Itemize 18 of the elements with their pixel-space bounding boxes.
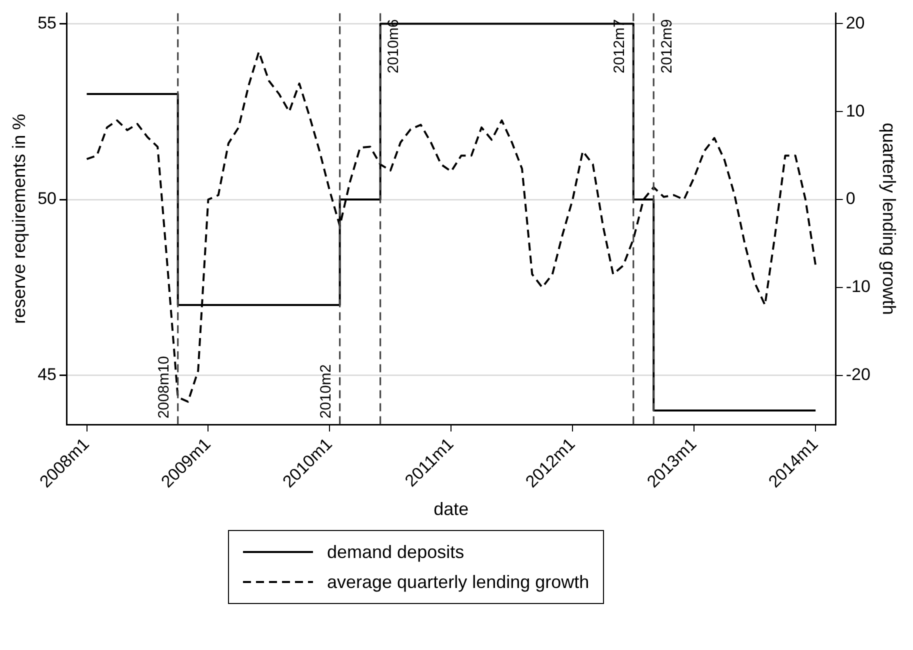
legend-label: demand deposits — [327, 542, 464, 562]
ref-line-label: 2010m6 — [384, 19, 402, 74]
y-tick-label: 55 — [38, 13, 57, 32]
ref-line-label: 2010m2 — [317, 364, 334, 419]
y-axis-title: reserve requirements in % — [8, 114, 29, 324]
y2-tick-label: 20 — [846, 13, 865, 32]
y-tick-label: 45 — [38, 365, 57, 384]
ref-line-label: 2012m9 — [658, 19, 676, 74]
ref-line-label: 2012m7 — [611, 19, 628, 74]
x-axis-title: date — [434, 499, 469, 520]
ref-line-label: 2008m10 — [156, 356, 172, 419]
y2-tick-label: 0 — [846, 189, 856, 208]
y2-tick-label: 10 — [846, 101, 865, 120]
y-tick-label: 50 — [38, 189, 57, 208]
y2-axis-title: quarterly lending growth — [879, 122, 900, 315]
y2-tick-label: -20 — [846, 365, 870, 384]
y2-tick-label: -10 — [846, 277, 870, 296]
legend-label: average quarterly lending growth — [327, 572, 590, 592]
